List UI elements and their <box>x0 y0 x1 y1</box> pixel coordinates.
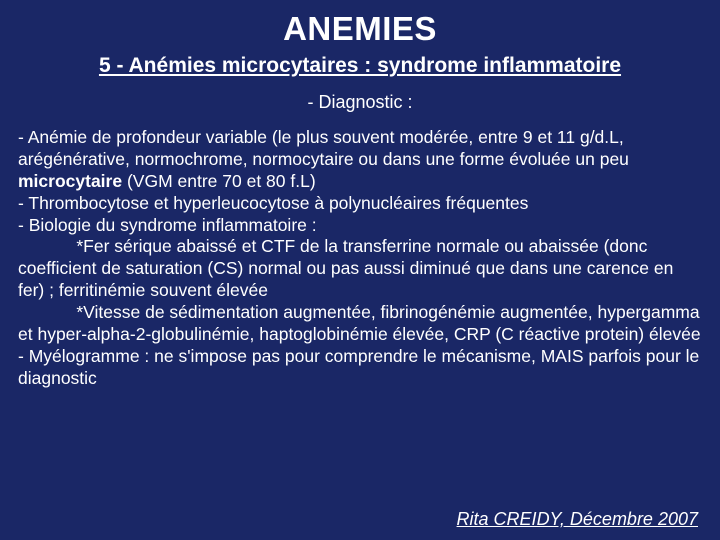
slide-subtitle: 5 - Anémies microcytaires : syndrome inf… <box>16 54 704 78</box>
body-text: - Anémie de profondeur variable (le plus… <box>16 127 704 390</box>
body-bold: microcytaire <box>18 171 122 191</box>
body-post: (VGM entre 70 et 80 f.L) - Thrombocytose… <box>18 171 705 388</box>
slide-container: ANEMIES 5 - Anémies microcytaires : synd… <box>0 0 720 540</box>
section-label: - Diagnostic : <box>16 92 704 113</box>
footer-credit: Rita CREIDY, Décembre 2007 <box>457 509 698 530</box>
body-pre: - Anémie de profondeur variable (le plus… <box>18 127 634 169</box>
slide-title: ANEMIES <box>16 10 704 48</box>
